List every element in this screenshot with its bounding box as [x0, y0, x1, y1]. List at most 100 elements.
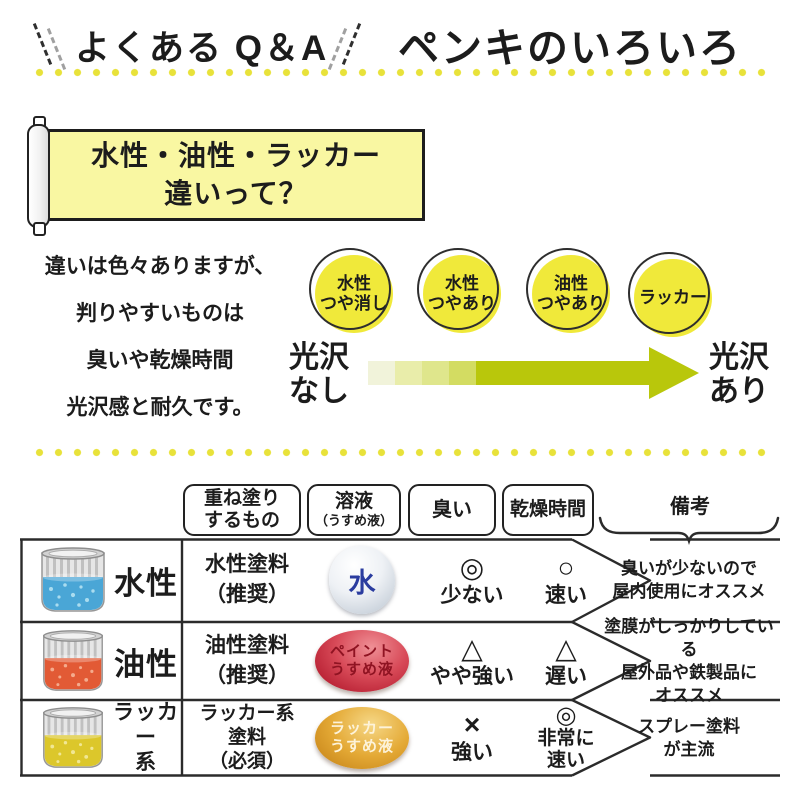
remark-cell: スプレー塗料 が主流: [598, 702, 780, 773]
water-droplet-icon: 水: [329, 546, 395, 614]
header-label: 乾燥時間: [509, 499, 586, 520]
gloss-arrow-head-icon: [649, 347, 699, 399]
dry-time-cell: ◎ 非常に 速い: [518, 702, 614, 773]
smell-cell: △ やや強い: [420, 624, 524, 698]
qa-heading: よくある Q＆A: [75, 29, 329, 68]
circle-outline: [628, 252, 710, 334]
dry-rating-label: 遅い: [545, 664, 587, 688]
dotted-divider-middle: [30, 448, 772, 457]
dry-rating-label: 非常に: [537, 727, 595, 749]
row-type-label: ラッカー 系: [104, 701, 188, 774]
remark-line: が主流: [663, 739, 715, 759]
dotted-divider-top: [30, 68, 772, 77]
type-text: 水性: [114, 565, 178, 601]
recoat-line: 塗料: [227, 726, 266, 748]
smell-rating-label: 少ない: [440, 583, 504, 607]
type-text: 系: [135, 751, 157, 774]
dry-rating-label: 速い: [546, 749, 585, 771]
type-text: ラッカー: [113, 701, 179, 749]
header-label: 溶液: [334, 491, 373, 512]
remark-cell: 塗膜がしっかりしている 屋外品や鉄製品に オススメ: [598, 617, 780, 705]
smell-rating-symbol: ×: [463, 709, 481, 740]
table-grid: [20, 538, 780, 777]
intro-text: 違いは色々ありますが、 判りやすいものは 臭いや乾燥時間 光沢感と耐久です。: [30, 243, 290, 431]
paint-comparison-table: 水性 水性塗料 （推奨） 水 ◎ 少ない ○ 速い 臭いが少ないので 屋内使用に…: [20, 538, 780, 777]
smell-rating-symbol: ◎: [459, 551, 485, 583]
intro-line: 臭いや乾燥時間: [86, 349, 234, 372]
dry-rating-symbol: ○: [557, 551, 575, 583]
scroll-roll-icon: [27, 124, 50, 228]
gloss-circle-lacquer: ラッカー: [628, 252, 714, 338]
recoat-line: ラッカー系: [199, 702, 295, 724]
solvent-cell: ラッカー うすめ液: [312, 702, 412, 773]
recoat-line: （推奨）: [205, 664, 289, 687]
question-banner: 水性・油性・ラッカー 違いって？: [47, 129, 425, 221]
smell-cell: ◎ 少ない: [420, 540, 524, 620]
smell-rating-label: やや強い: [430, 664, 514, 688]
intro-line: 光沢感と耐久です。: [66, 396, 254, 419]
recoat-line: （必須）: [208, 750, 285, 772]
paint-can-oil-icon: [32, 624, 114, 698]
solvent-cell: ペイント うすめ液: [312, 624, 412, 698]
recoat-cell: 油性塗料 （推奨）: [184, 624, 310, 698]
no-gloss-line2: なし: [289, 375, 349, 408]
dry-time-cell: △ 遅い: [518, 624, 614, 698]
intro-line: 違いは色々ありますが、: [44, 255, 276, 278]
remark-line: 塗膜がしっかりしている: [604, 617, 774, 659]
row-type-label: 油性: [110, 624, 182, 698]
recoat-line: （推奨）: [205, 583, 289, 606]
remark-line: 屋外品や鉄製品に: [621, 663, 757, 682]
paint-thinner-icon: ペイント うすめ液: [315, 630, 409, 692]
recoat-line: 油性塗料: [205, 634, 289, 657]
circle-outline: [417, 248, 499, 330]
solvent-text: うすめ液: [329, 661, 394, 678]
row-type-label: 水性: [110, 540, 182, 620]
no-gloss-label: 光沢 なし: [283, 341, 355, 409]
dry-rating-symbol: ◎: [555, 701, 577, 729]
remark-line: 屋内使用にオススメ: [612, 582, 766, 601]
gloss-circle-suisei-matte: 水性 つや消し: [309, 248, 395, 334]
header-label: するもの: [203, 510, 280, 531]
circle-outline: [309, 248, 391, 330]
circle-outline: [526, 248, 608, 330]
solvent-cell: 水: [312, 540, 412, 620]
recoat-cell: ラッカー系 塗料 （必須）: [184, 702, 310, 773]
remark-cell: 臭いが少ないので 屋内使用にオススメ: [598, 540, 780, 620]
recoat-line: 水性塗料: [205, 553, 289, 576]
remarks-brace-icon: [598, 516, 780, 545]
solvent-text: うすめ液: [329, 737, 394, 755]
intro-line: 判りやすいものは: [76, 302, 244, 325]
recoat-cell: 水性塗料 （推奨）: [184, 540, 310, 620]
header-label: （うすめ液）: [314, 513, 393, 528]
gloss-line2: あり: [709, 375, 769, 408]
solvent-text: 水: [348, 567, 376, 598]
smell-cell: × 強い: [420, 702, 524, 773]
solvent-text: ペイント: [329, 643, 394, 660]
header-solvent: 溶液 （うすめ液）: [307, 484, 401, 536]
header-label: 臭い: [432, 499, 472, 521]
smell-rating-label: 強い: [451, 741, 493, 764]
remark-line: 臭いが少ないので: [621, 559, 757, 578]
scroll-nub-bottom: [33, 222, 46, 236]
type-text: 油性: [114, 646, 178, 682]
remark-line: スプレー塗料: [638, 716, 740, 736]
gloss-label: 光沢 あり: [703, 341, 775, 409]
smell-rating-symbol: △: [461, 632, 483, 664]
lacquer-thinner-icon: ラッカー うすめ液: [315, 706, 409, 769]
banner-line1: 水性・油性・ラッカー: [90, 140, 381, 171]
gloss-circle-yusei-gloss: 油性 つやあり: [526, 248, 612, 334]
paint-can-water-icon: [32, 540, 114, 620]
dry-time-cell: ○ 速い: [518, 540, 614, 620]
dry-rating-label: 速い: [545, 583, 587, 607]
header-recoat: 重ね塗り するもの: [183, 484, 301, 536]
gloss-arrow-body: [368, 361, 649, 385]
page-title: ペンキのいろいろ: [398, 25, 742, 71]
no-gloss-line1: 光沢: [289, 341, 349, 374]
header-dry-time: 乾燥時間: [502, 484, 594, 536]
solvent-text: ラッカー: [329, 719, 394, 737]
header-label: 重ね塗り: [203, 488, 280, 509]
remark-line: オススメ: [655, 686, 723, 705]
banner-line2: 違いって？: [164, 178, 308, 209]
header-remarks: 備考: [670, 496, 710, 518]
